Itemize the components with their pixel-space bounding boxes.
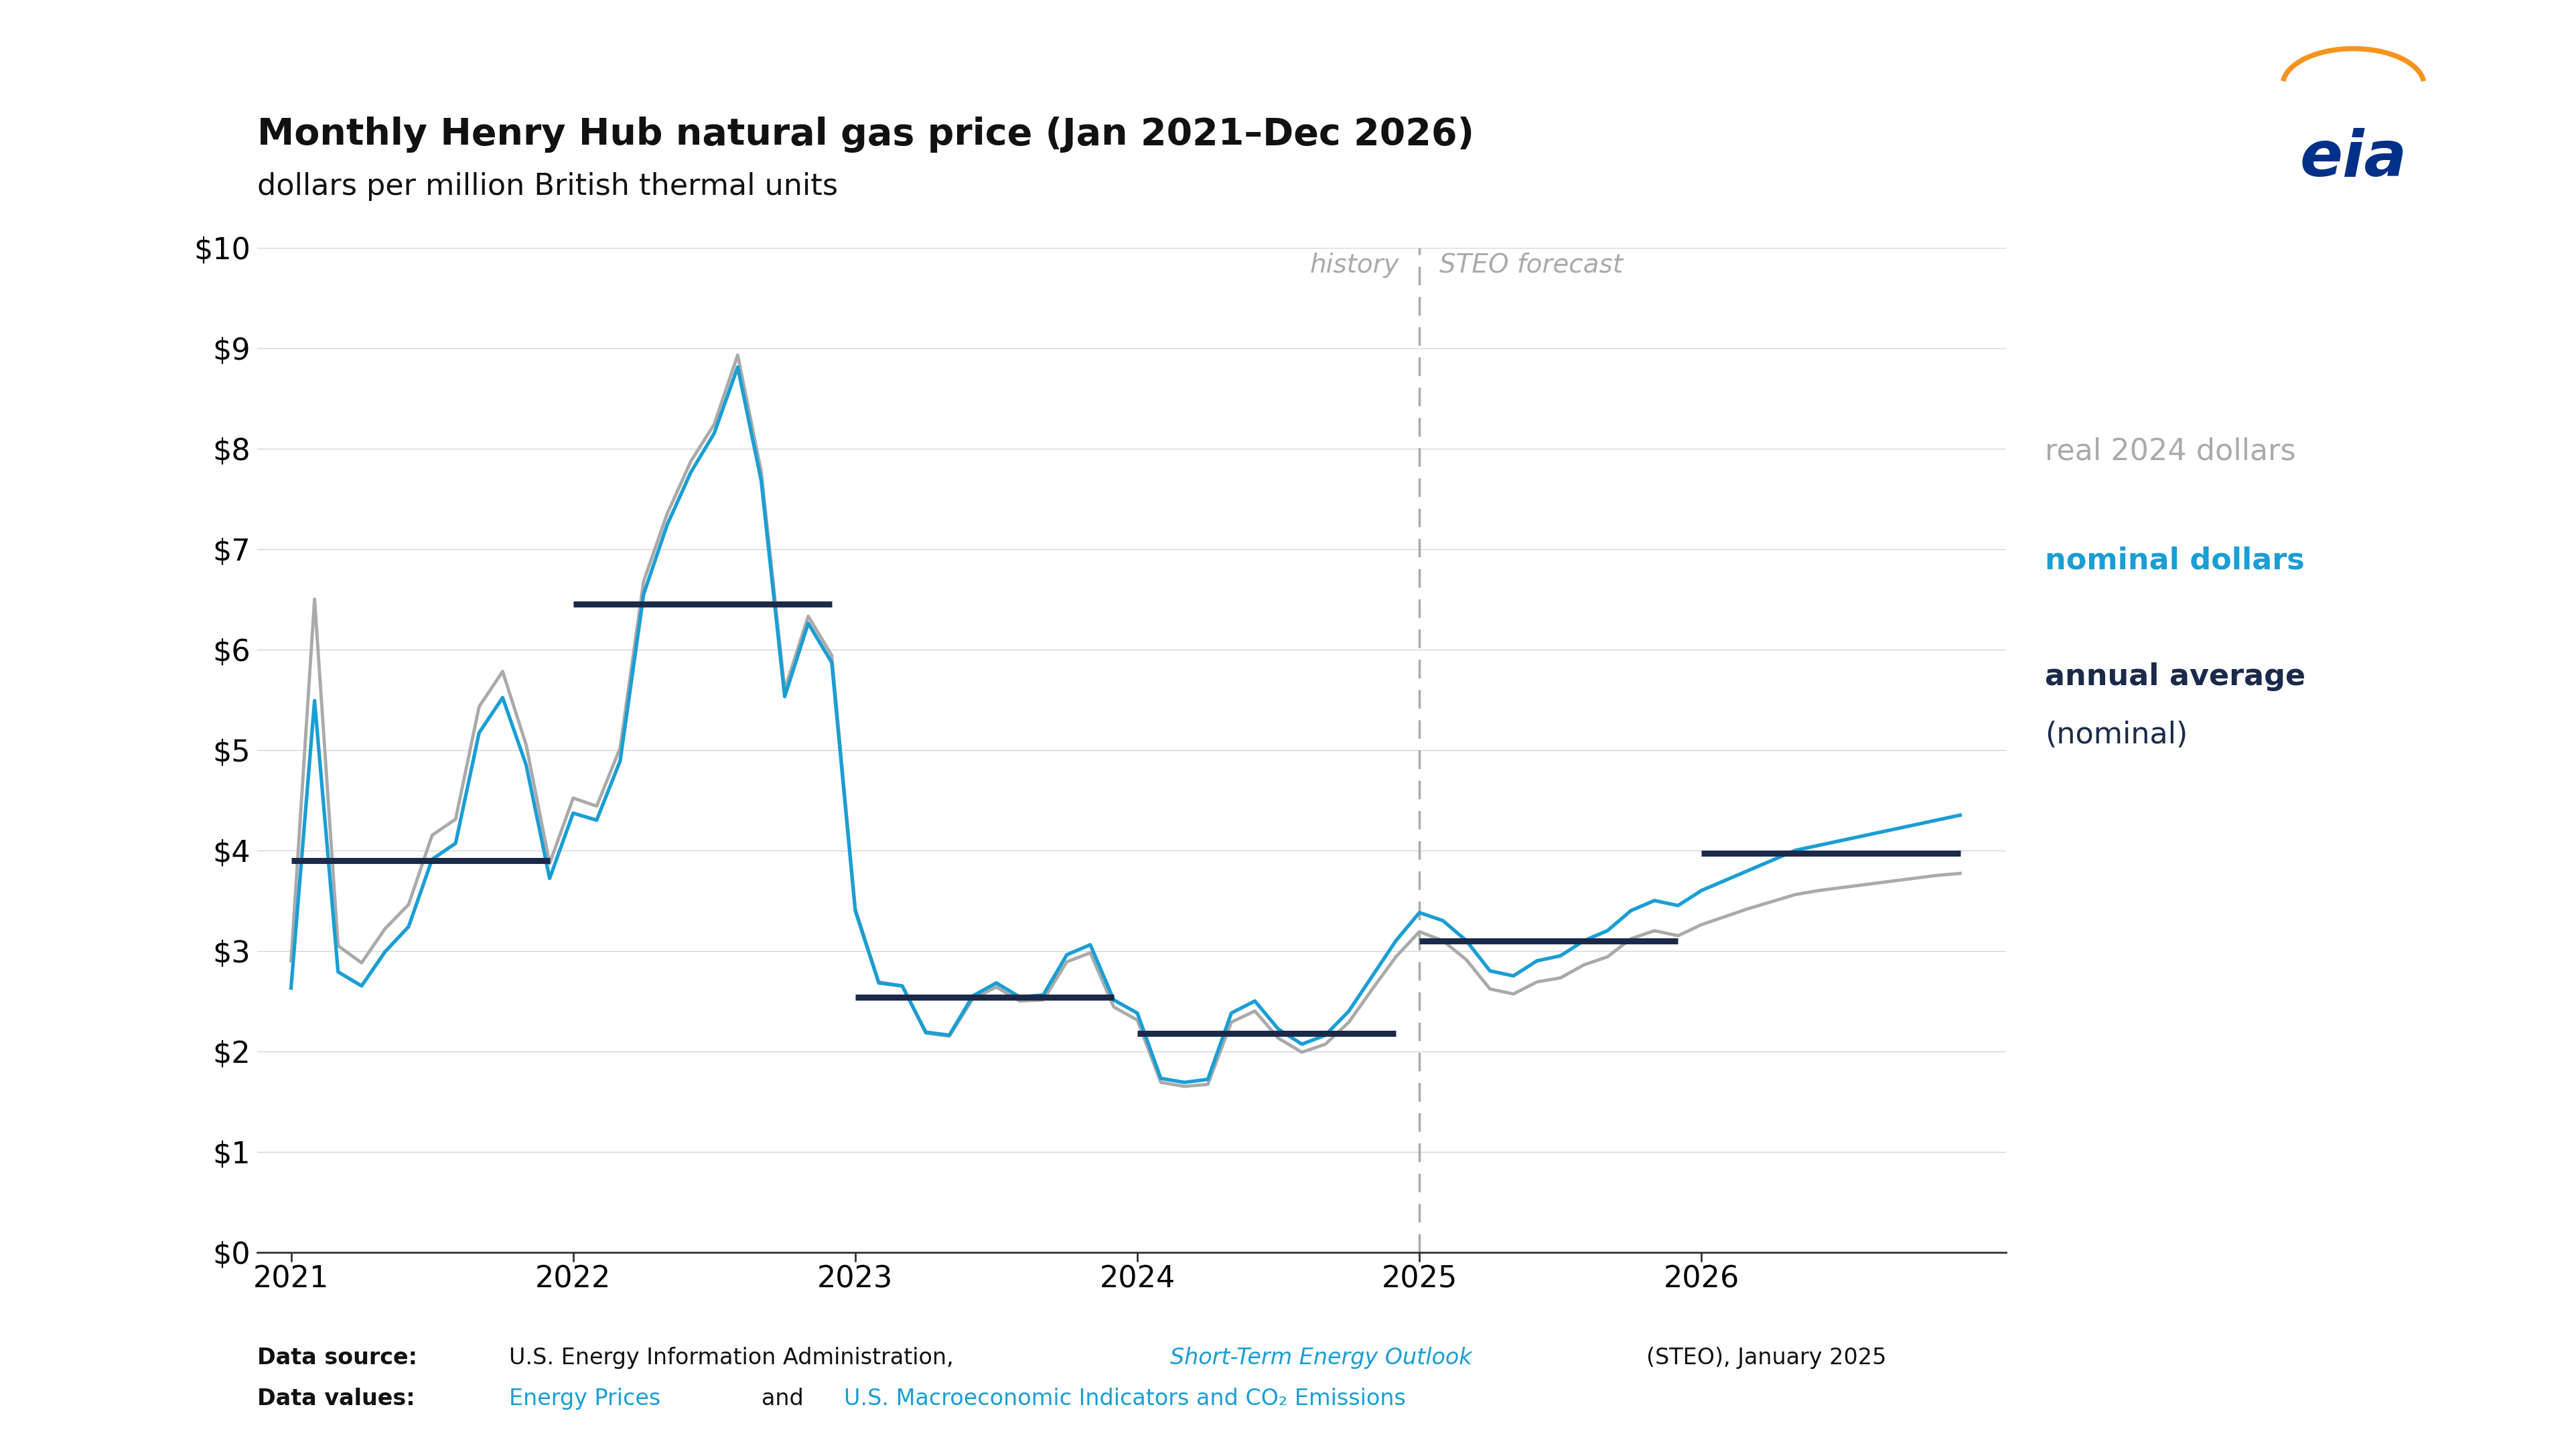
- Text: STEO forecast: STEO forecast: [1440, 252, 1623, 278]
- Text: eia: eia: [2299, 128, 2407, 189]
- Text: Monthly Henry Hub natural gas price (Jan 2021–Dec 2026): Monthly Henry Hub natural gas price (Jan…: [257, 116, 1474, 153]
- Text: annual average: annual average: [2045, 662, 2305, 692]
- Text: Short-Term Energy Outlook: Short-Term Energy Outlook: [1170, 1347, 1471, 1369]
- Text: nominal dollars: nominal dollars: [2045, 546, 2305, 575]
- Text: (nominal): (nominal): [2045, 721, 2189, 750]
- Text: U.S. Macroeconomic Indicators and CO₂ Emissions: U.S. Macroeconomic Indicators and CO₂ Em…: [844, 1388, 1404, 1409]
- Text: Data values:: Data values:: [257, 1388, 414, 1409]
- Text: history: history: [1309, 252, 1399, 278]
- Text: dollars per million British thermal units: dollars per million British thermal unit…: [257, 172, 838, 201]
- Text: U.S. Energy Information Administration,: U.S. Energy Information Administration,: [509, 1347, 962, 1369]
- Text: real 2024 dollars: real 2024 dollars: [2045, 437, 2297, 466]
- Text: Energy Prices: Energy Prices: [509, 1388, 661, 1409]
- Text: and: and: [761, 1388, 810, 1409]
- Text: Data source:: Data source:: [257, 1347, 417, 1369]
- Text: (STEO), January 2025: (STEO), January 2025: [1646, 1347, 1885, 1369]
